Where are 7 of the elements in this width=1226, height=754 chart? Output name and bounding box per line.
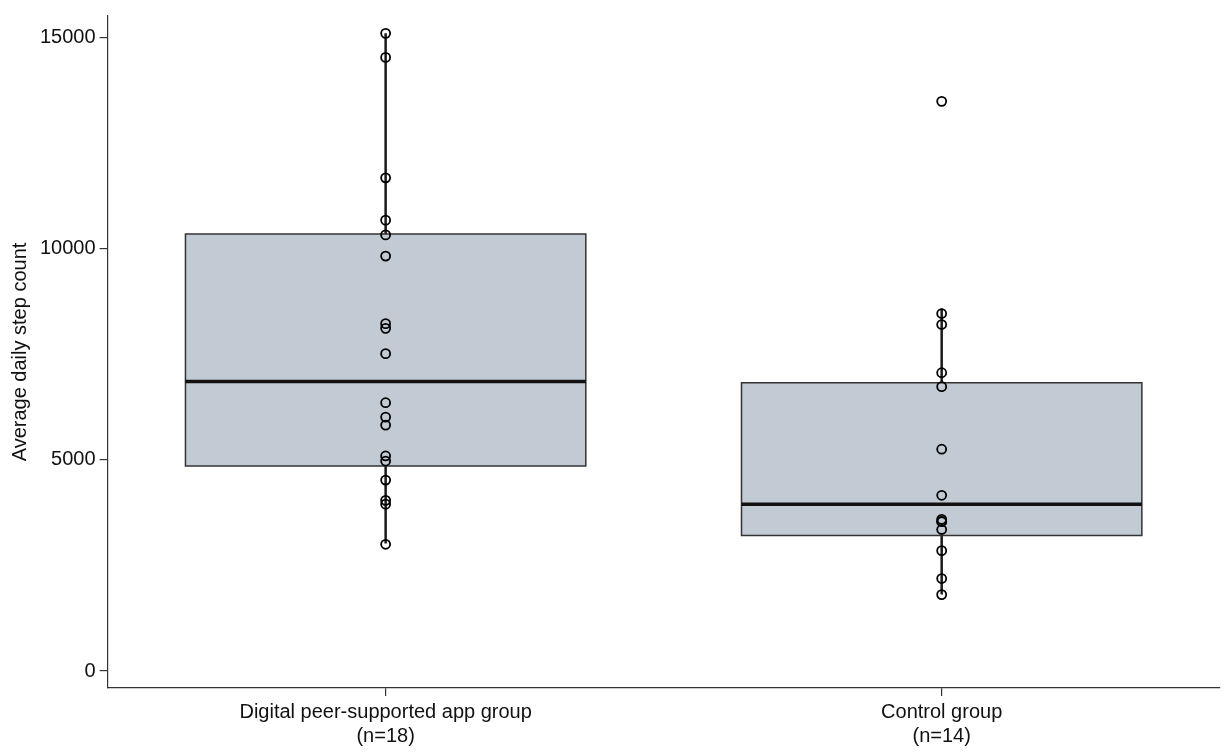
- x-tick-label: Digital peer-supported app group (n=18): [239, 699, 532, 746]
- y-tick-label: 10000: [39, 235, 96, 258]
- x-tick-label: Control group (n=14): [881, 699, 1003, 746]
- y-tick-label: 0: [84, 658, 96, 681]
- y-tick-label: 5000: [51, 447, 96, 470]
- y-tick-label: 15000: [39, 24, 96, 47]
- y-axis-title: Average daily step count: [7, 242, 30, 462]
